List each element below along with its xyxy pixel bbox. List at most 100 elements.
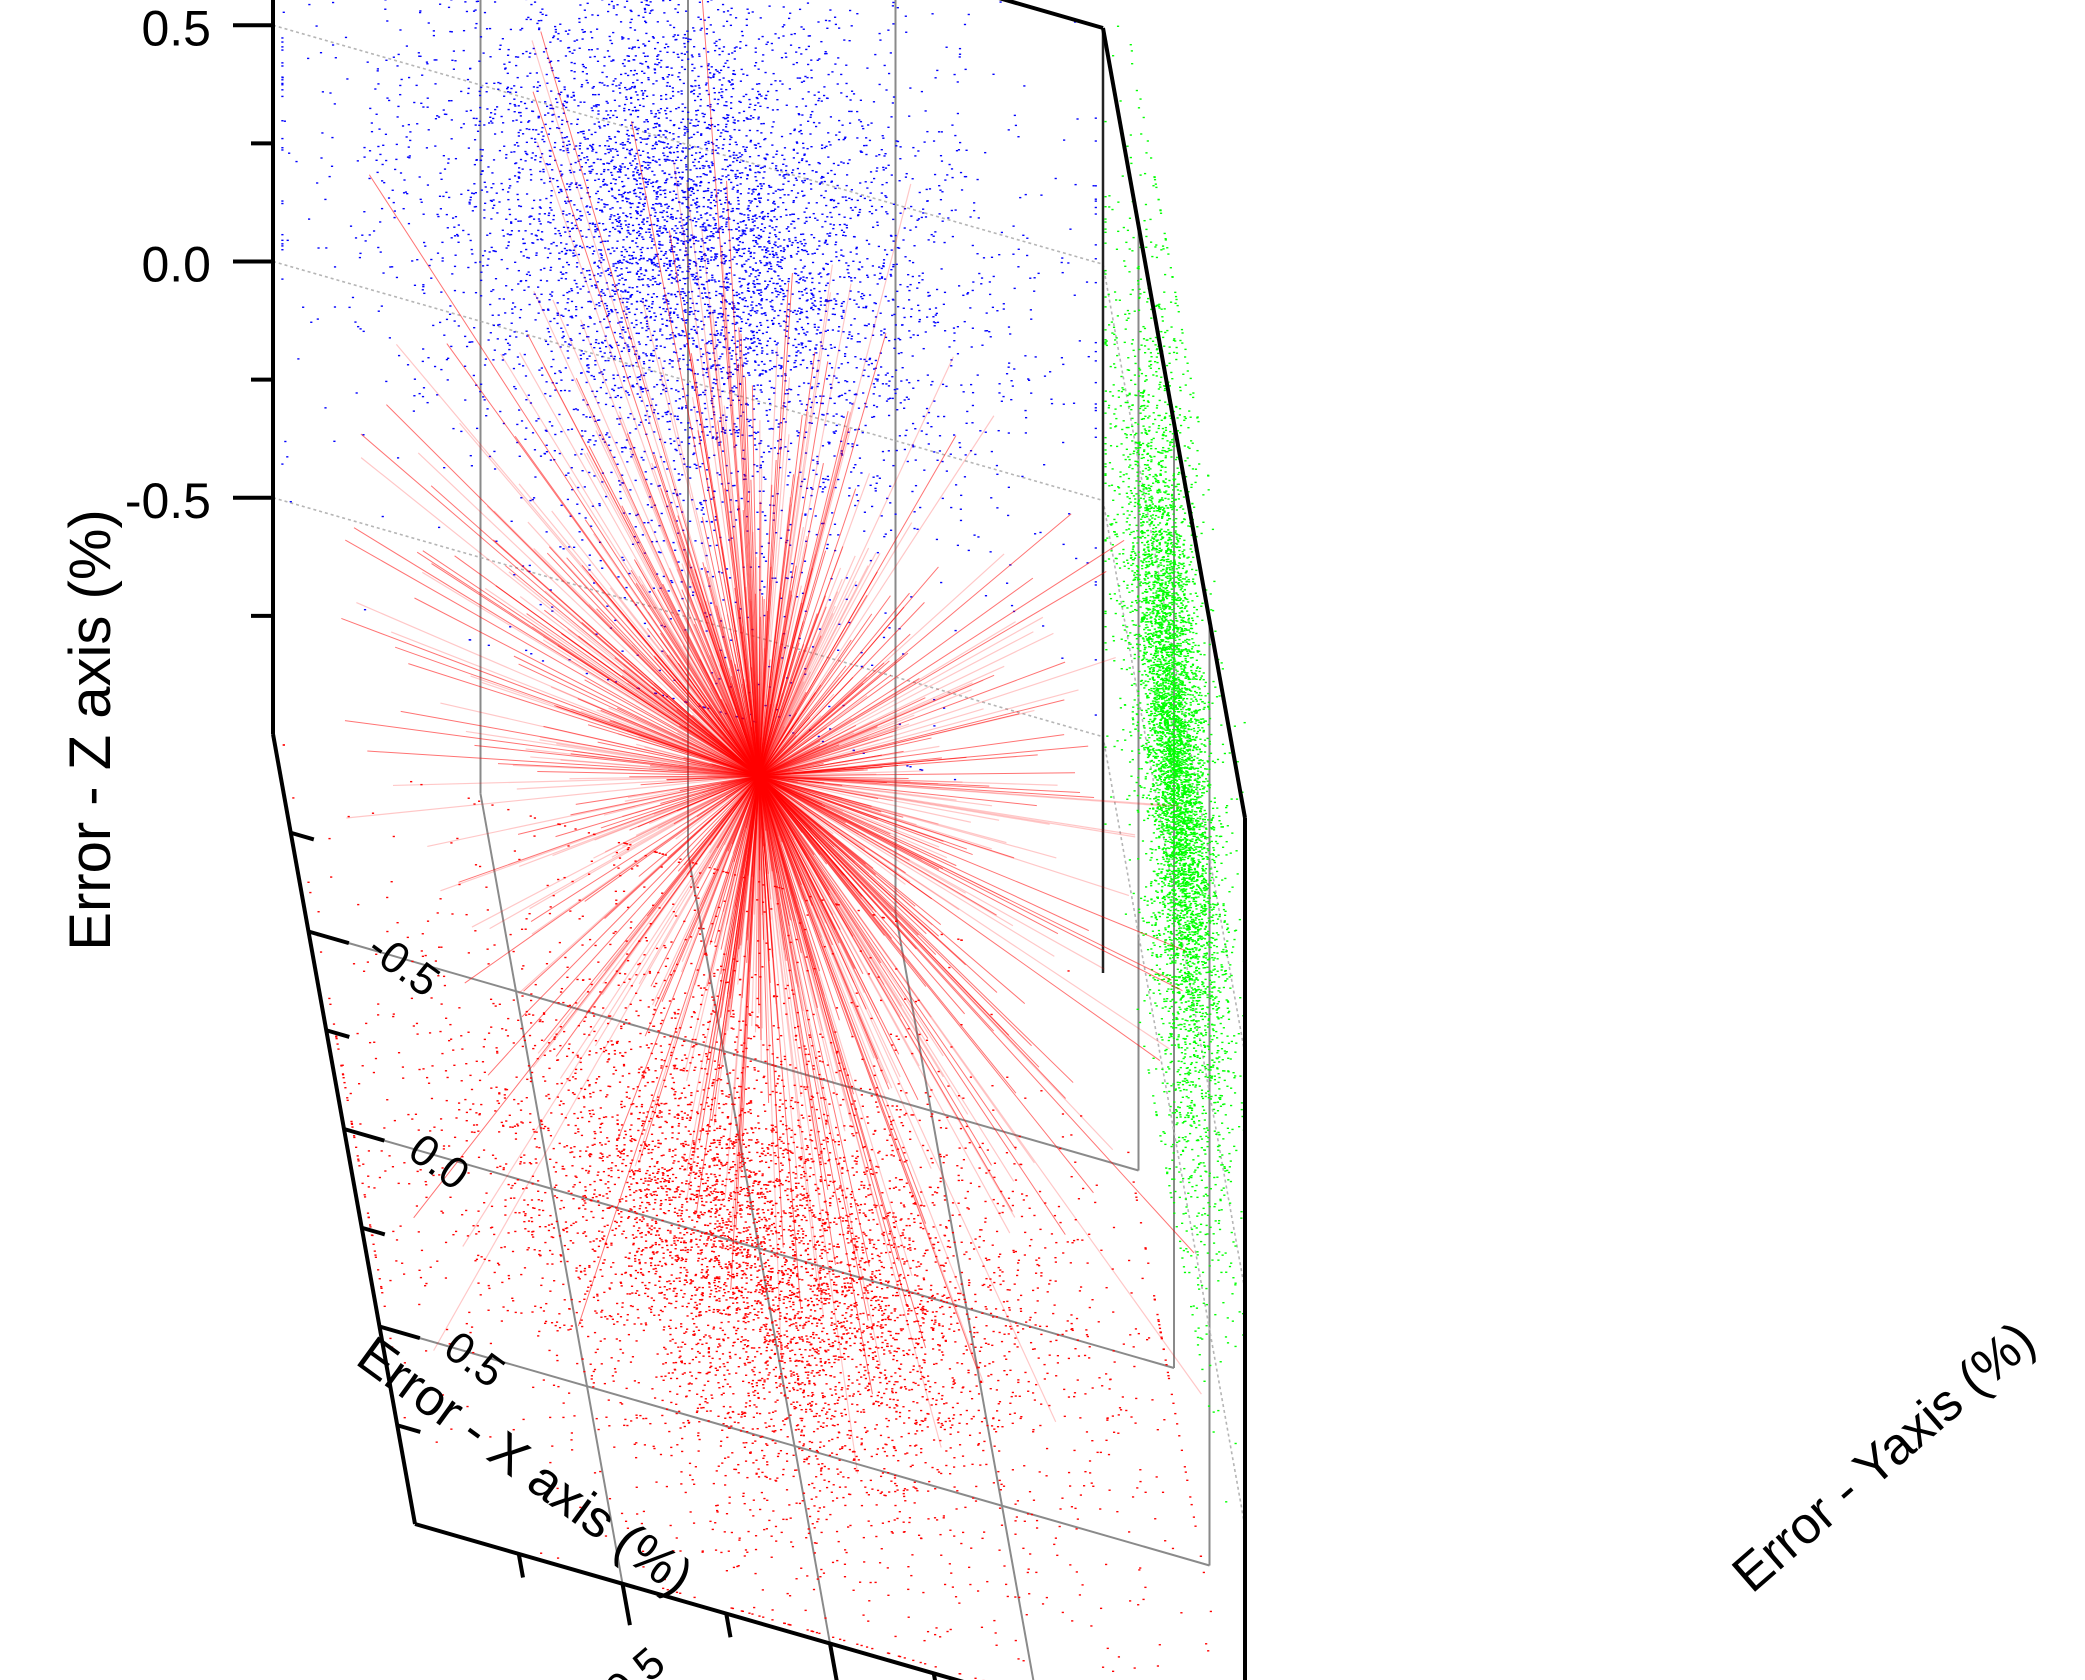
xz-wall-point <box>749 230 752 232</box>
xz-wall-point <box>475 0 478 3</box>
xz-wall-point <box>513 306 517 308</box>
xz-wall-point <box>826 263 829 265</box>
xz-wall-point <box>556 179 559 182</box>
xz-wall-point <box>504 338 508 341</box>
xz-wall-point <box>801 190 804 192</box>
xz-wall-point <box>685 216 688 219</box>
xz-wall-point <box>716 152 719 154</box>
xz-wall-point <box>566 498 570 501</box>
xz-wall-point <box>932 235 935 237</box>
xz-wall-point <box>653 215 657 217</box>
xz-wall-point <box>533 199 536 202</box>
xz-wall-point <box>736 169 739 172</box>
xz-wall-point <box>672 492 675 495</box>
xz-wall-point <box>759 294 762 296</box>
xz-wall-point <box>824 348 827 350</box>
xz-wall-point <box>331 1 335 4</box>
xz-wall-point <box>934 322 937 324</box>
xz-wall-point <box>731 373 735 376</box>
xz-wall-point <box>538 27 541 29</box>
xz-wall-point <box>604 403 608 406</box>
xz-wall-point <box>709 103 712 106</box>
xz-wall-point <box>663 172 666 175</box>
xz-wall-point <box>580 187 583 189</box>
xz-wall-point <box>743 214 746 216</box>
xz-wall-point <box>546 308 550 310</box>
xz-wall-point <box>956 81 959 83</box>
xz-wall-point <box>686 383 689 386</box>
xz-wall-point <box>804 409 808 411</box>
xz-wall-point <box>745 135 748 137</box>
xz-wall-point <box>485 91 488 93</box>
xz-wall-point <box>650 261 653 263</box>
xz-wall-point <box>740 497 743 500</box>
xz-wall-point <box>775 252 778 254</box>
xz-wall-point <box>854 584 858 587</box>
xz-wall-point <box>896 246 899 249</box>
xz-wall-point <box>721 326 724 328</box>
xz-wall-point <box>583 136 586 139</box>
xz-wall-point <box>626 167 630 170</box>
xz-wall-point <box>596 190 599 193</box>
xz-wall-point <box>937 131 941 133</box>
xz-wall-point <box>617 217 620 220</box>
xz-wall-point <box>624 214 628 217</box>
xz-wall-point <box>938 435 942 437</box>
xz-wall-point <box>588 165 591 168</box>
xz-wall-point <box>609 39 612 42</box>
xz-wall-point <box>1076 118 1079 120</box>
xz-wall-point <box>739 221 742 223</box>
xz-wall-point <box>720 225 723 228</box>
xz-wall-point <box>422 213 425 215</box>
xz-wall-point <box>877 374 880 376</box>
xz-wall-point <box>841 234 845 237</box>
xz-wall-point <box>960 494 963 497</box>
xz-wall-point <box>471 341 474 343</box>
xz-wall-point <box>544 392 547 395</box>
xz-wall-point <box>909 283 912 286</box>
xz-wall-point <box>406 156 410 158</box>
xz-wall-point <box>631 48 634 50</box>
xz-wall-point <box>580 306 584 309</box>
xz-wall-point <box>426 184 430 186</box>
xz-wall-point <box>576 118 579 121</box>
xz-wall-point <box>801 346 804 349</box>
xz-wall-point <box>719 620 723 622</box>
xz-wall-point <box>682 458 686 460</box>
xz-wall-point <box>448 100 451 102</box>
xz-wall-point <box>821 413 824 416</box>
xz-wall-point <box>545 197 548 200</box>
xz-wall-point <box>750 200 753 202</box>
xz-wall-point <box>621 141 624 144</box>
xz-wall-point <box>510 230 514 232</box>
xz-wall-point <box>508 61 511 63</box>
xz-wall-point <box>613 299 616 301</box>
xz-wall-point <box>549 293 552 295</box>
xz-wall-point <box>810 306 813 309</box>
xz-wall-point <box>771 144 774 146</box>
xz-wall-point <box>649 316 653 318</box>
xz-wall-point <box>805 367 809 369</box>
xz-wall-point <box>690 409 693 411</box>
xz-wall-point <box>627 135 630 137</box>
xz-wall-point <box>413 378 417 380</box>
xz-wall-point <box>789 44 793 46</box>
xz-wall-point <box>681 474 684 476</box>
xz-wall-point <box>856 110 859 113</box>
xz-wall-point <box>779 285 782 287</box>
xz-wall-point <box>663 625 666 628</box>
xz-wall-point <box>876 378 879 381</box>
xz-wall-point <box>659 282 662 284</box>
xz-wall-point <box>716 192 720 194</box>
xz-wall-point <box>598 419 601 421</box>
xz-wall-point <box>608 3 611 6</box>
xz-wall-point <box>984 431 987 433</box>
xz-wall-point <box>656 180 659 182</box>
xz-wall-point <box>478 90 481 93</box>
xz-wall-point <box>717 231 720 234</box>
xz-wall-point <box>652 203 655 206</box>
xz-wall-point <box>712 75 715 77</box>
xz-wall-point <box>995 464 999 467</box>
xz-wall-point <box>787 17 791 20</box>
xz-wall-point <box>606 148 609 151</box>
